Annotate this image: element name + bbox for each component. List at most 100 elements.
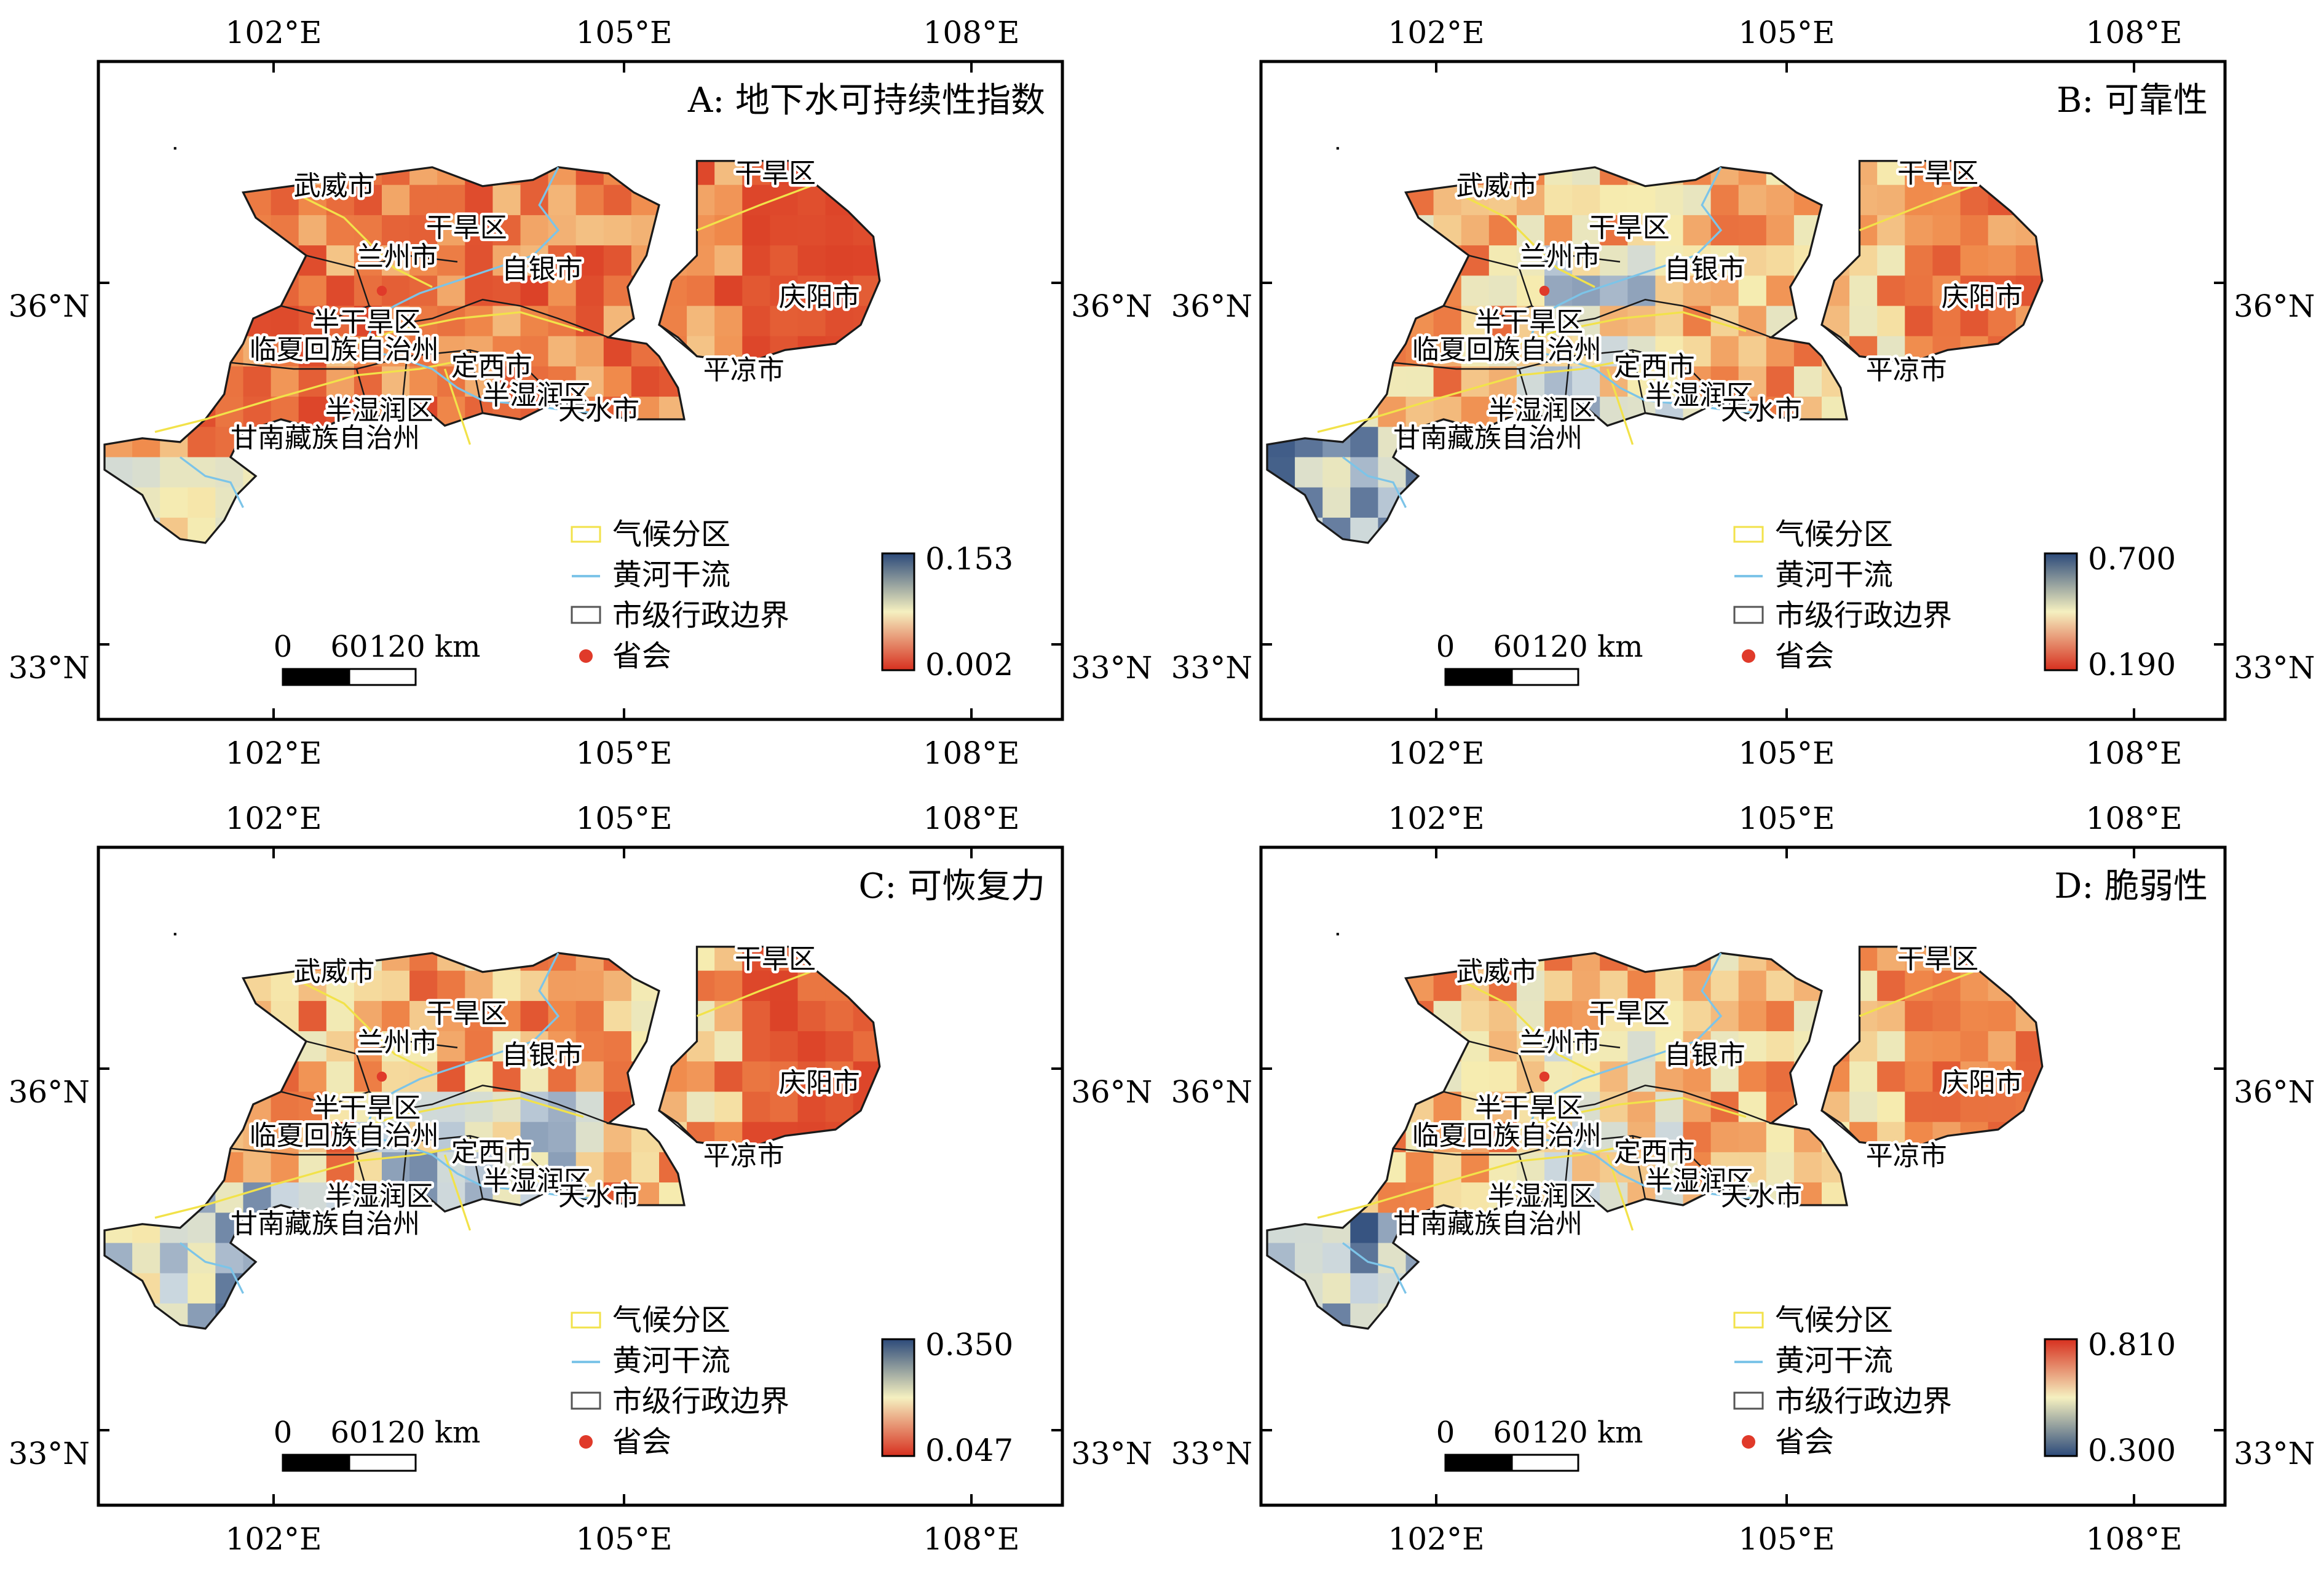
lon-label-bottom: 105°E	[1739, 1521, 1835, 1557]
map-label-gannan: 甘南藏族自治州	[231, 1208, 420, 1240]
raster-cell	[271, 578, 299, 609]
raster-cell	[2016, 1364, 2044, 1395]
raster-cell	[2015, 1243, 2042, 1274]
raster-cell	[1322, 184, 1351, 216]
raster-cell	[105, 215, 133, 247]
raster-cell	[132, 336, 161, 367]
raster-cell	[382, 215, 411, 247]
raster-cell	[271, 1031, 299, 1063]
raster-cell	[603, 1213, 632, 1244]
raster-cell	[1322, 517, 1351, 543]
raster-cell	[1267, 548, 1295, 579]
raster-cell	[575, 970, 604, 1002]
map-label-wuwei: 武威市	[1456, 956, 1538, 987]
raster-cell	[575, 457, 604, 488]
raster-cell	[215, 1303, 244, 1329]
raster-cell	[1295, 578, 1323, 609]
raster-cell	[1988, 487, 2017, 518]
raster-cell	[659, 1273, 688, 1304]
raster-cell	[409, 1273, 438, 1304]
raster-cell	[1489, 578, 1517, 609]
raster-cell	[881, 1243, 909, 1274]
city-boundary	[469, 350, 484, 413]
scalebar-label-0: 0	[1436, 1415, 1455, 1450]
lon-label-top: 105°E	[1739, 801, 1835, 836]
raster-cell	[1406, 578, 1434, 609]
raster-cell	[105, 275, 133, 307]
map-label-baiyin: 自银市	[1664, 253, 1745, 285]
raster-cell	[298, 457, 327, 488]
map-label-baiyin: 自银市	[502, 1039, 583, 1070]
raster-cell	[1267, 397, 1296, 428]
raster-cell	[160, 457, 189, 488]
raster-cell	[1877, 1273, 1906, 1304]
map-label-linxia: 临夏回族自治州	[1412, 334, 1602, 366]
raster-cell	[742, 160, 771, 186]
raster-cell	[1822, 946, 1851, 971]
map-label-qingyang: 庆阳市	[1942, 282, 2023, 313]
raster-cell	[2044, 155, 2072, 186]
raster-cell	[465, 1091, 494, 1123]
raster-cell	[520, 1122, 549, 1153]
raster-cell	[881, 1213, 909, 1243]
city-boundary	[406, 349, 559, 402]
map-label-ganhan_e: 干旱区	[735, 944, 816, 975]
legend-swatch-climate	[1733, 1312, 1764, 1329]
raster-cell	[132, 548, 160, 579]
climate-zone-line	[154, 1141, 483, 1219]
raster-cell	[1739, 1334, 1767, 1364]
raster-cell	[1655, 548, 1683, 579]
raster-cell	[1793, 427, 1823, 458]
raster-cell	[853, 1273, 880, 1304]
yellow-river-line	[180, 952, 609, 1294]
raster-cell	[160, 1182, 189, 1214]
raster-cell	[576, 578, 604, 609]
raster-cell	[160, 1031, 189, 1063]
raster-cell	[1655, 1091, 1684, 1123]
raster-cell	[1350, 578, 1378, 609]
raster-cell	[1932, 1273, 1961, 1304]
map-label-banshirun_e: 半湿润区	[483, 1165, 591, 1197]
raster-cell	[1544, 548, 1573, 579]
raster-cell	[132, 160, 161, 186]
raster-cell	[1627, 1091, 1656, 1123]
map-label-lanzhou: 兰州市	[357, 1027, 438, 1058]
raster-cell	[1295, 275, 1324, 307]
raster-cell	[298, 366, 327, 398]
raster-cell	[1488, 1303, 1517, 1329]
raster-cell	[1988, 548, 2017, 579]
raster-cell	[2044, 1001, 2072, 1032]
raster-cell	[1877, 1061, 1906, 1093]
city-boundary	[1468, 255, 1621, 269]
lon-label-bottom: 102°E	[226, 735, 322, 771]
raster-cell	[548, 548, 577, 579]
raster-cell	[437, 548, 465, 579]
raster-cell	[354, 1364, 382, 1395]
raster-cell	[188, 1303, 216, 1329]
raster-cell	[576, 1334, 604, 1364]
raster-cell	[742, 1182, 771, 1214]
raster-cell	[1267, 366, 1296, 398]
lon-label-top: 105°E	[1739, 15, 1835, 50]
raster-cell	[326, 548, 355, 579]
raster-cell	[1406, 1334, 1434, 1364]
raster-cell	[548, 427, 577, 458]
legend-swatch-boundary	[571, 606, 601, 624]
raster-cell	[2016, 1334, 2044, 1364]
raster-cell	[1295, 184, 1324, 216]
city-boundary	[1683, 1091, 1772, 1124]
raster-cell	[298, 970, 327, 1002]
raster-cell	[1322, 578, 1351, 609]
raster-cell	[742, 306, 771, 337]
raster-cell	[1710, 1273, 1739, 1304]
raster-cell	[465, 457, 494, 488]
raster-cell	[1350, 1061, 1379, 1093]
raster-cell	[298, 1152, 327, 1184]
raster-cell	[714, 1031, 743, 1063]
raster-cell	[603, 306, 632, 337]
raster-cell	[1488, 1000, 1517, 1032]
map-label-banganhan: 半干旱区	[312, 1093, 421, 1124]
raster-cell	[575, 245, 604, 277]
raster-cell	[298, 397, 327, 428]
raster-cell	[215, 970, 244, 1002]
